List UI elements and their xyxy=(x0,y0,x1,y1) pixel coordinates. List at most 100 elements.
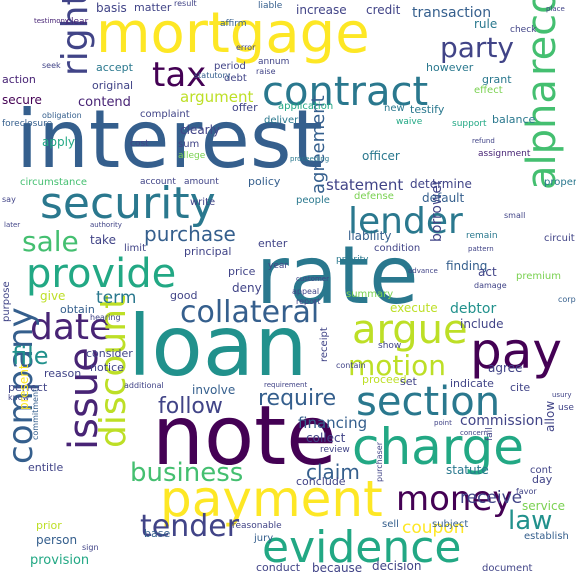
word-affirm: affirm xyxy=(220,19,247,29)
word-argument: argument xyxy=(180,88,254,106)
word-debtor: debtor xyxy=(450,301,497,317)
word-transaction: transaction xyxy=(412,5,492,21)
word-authority: authority xyxy=(90,221,122,229)
word-raise: raise xyxy=(256,67,276,76)
word-act: act xyxy=(478,265,497,279)
word-hearing: hearing xyxy=(90,313,121,322)
word-cite: cite xyxy=(510,381,531,394)
word-damage: damage xyxy=(474,281,507,290)
word-business: business xyxy=(130,458,244,488)
word-know: know xyxy=(8,393,30,402)
word-period: period xyxy=(214,61,246,72)
word-advance: advance xyxy=(408,267,438,275)
word-decision: decision xyxy=(372,559,422,573)
word-note: note xyxy=(152,389,337,484)
word-liability: liability xyxy=(348,229,392,243)
word-argue: argue xyxy=(352,307,468,353)
word-proceed: proceed xyxy=(362,373,407,386)
word-service: service xyxy=(522,499,565,513)
word-matter: matter xyxy=(134,1,172,14)
word-tender: tender xyxy=(140,509,240,544)
word-present: present xyxy=(17,364,31,410)
word-corporation: corporation xyxy=(558,295,576,304)
word-officer: officer xyxy=(362,149,400,163)
word-point: point xyxy=(434,419,452,427)
word-action: action xyxy=(2,73,36,86)
word-party: party xyxy=(440,31,514,64)
word-charge: charge xyxy=(352,418,524,476)
word-secure: secure xyxy=(2,93,42,107)
word-requirement: requirement xyxy=(264,381,308,389)
word-conclude: conclude xyxy=(296,475,346,488)
word-receipt: receipt xyxy=(319,327,330,362)
word-entitle: entitle xyxy=(28,461,64,474)
word-purchaser: purchaser xyxy=(375,441,384,482)
word-proceeding: proceeding xyxy=(290,155,330,163)
word-condition: condition xyxy=(374,243,421,254)
word-section: section xyxy=(356,379,501,425)
word-receive: receive xyxy=(460,488,523,508)
word-refund: refund xyxy=(472,137,495,145)
word-grant: grant xyxy=(482,73,512,86)
word-contain: contain xyxy=(336,361,366,370)
word-result: result xyxy=(174,0,197,8)
word-notice: notice xyxy=(90,361,124,374)
word-appeal: appeal xyxy=(292,287,320,296)
word-limit: limit xyxy=(124,243,146,254)
word-rule: rule xyxy=(474,17,498,31)
word-collateral: collateral xyxy=(180,295,320,330)
word-include: include xyxy=(460,317,504,331)
word-contend: contend xyxy=(78,95,131,110)
word-premium: premium xyxy=(516,271,561,282)
word-summary: summary xyxy=(346,289,394,300)
word-usury: usury xyxy=(552,391,572,399)
word-balance: balance xyxy=(492,113,536,126)
word-people: people xyxy=(296,195,330,206)
word-sum: sum xyxy=(178,139,200,150)
word-pattern: pattern xyxy=(468,245,494,253)
word-determine: determine xyxy=(410,177,472,191)
word-assignment: assignment xyxy=(478,149,531,159)
word-agree: agree xyxy=(488,361,523,375)
word-coupon: coupon xyxy=(402,518,465,538)
word-evidence: evidence xyxy=(262,522,462,573)
word-payment: payment xyxy=(160,470,383,528)
word-small: small xyxy=(504,211,526,220)
word-subject: subject xyxy=(432,519,469,530)
word-write: write xyxy=(190,197,216,208)
word-cont: cont xyxy=(530,465,552,476)
word-contract: contract xyxy=(262,69,429,115)
word-date: date xyxy=(30,307,112,348)
word-tax: tax xyxy=(152,55,207,95)
word-motion: motion xyxy=(348,349,447,382)
word-mortgage: mortgage xyxy=(96,1,370,66)
word-circuit: circuit xyxy=(544,233,575,244)
word-establish: establish xyxy=(524,531,569,542)
word-file: file xyxy=(12,342,49,370)
word-jury: jury xyxy=(254,533,274,544)
word-because: because xyxy=(312,561,363,575)
word-customer: customer xyxy=(296,275,329,283)
word-allege: allege xyxy=(178,151,206,161)
word-perfect: perfect xyxy=(8,381,48,394)
word-right: right xyxy=(55,0,96,76)
word-indicate: indicate xyxy=(450,377,494,390)
word-provide: provide xyxy=(26,251,177,297)
word-rate: rate xyxy=(256,229,419,322)
word-debt: debt xyxy=(224,73,247,84)
word-cost: cost xyxy=(130,139,149,149)
word-claim: claim xyxy=(306,460,360,484)
word-provision: provision xyxy=(30,553,90,568)
word-circumstance: circumstance xyxy=(20,177,87,188)
word-clearly: clearly xyxy=(180,123,221,137)
word-purpose: purpose xyxy=(1,281,12,322)
word-security: security xyxy=(40,178,216,229)
word-new: new xyxy=(384,103,405,114)
word-obtain: obtain xyxy=(60,303,95,316)
word-allow: allow xyxy=(543,400,557,432)
word-place: place xyxy=(546,5,565,13)
word-deny: deny xyxy=(232,281,262,295)
word-foreclosure: foreclosure xyxy=(2,119,53,129)
word-seek: seek xyxy=(42,61,61,70)
word-sale: sale xyxy=(22,225,79,258)
